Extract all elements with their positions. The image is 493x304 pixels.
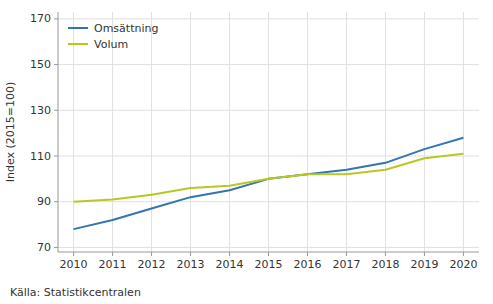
- y-tick-label: 90: [37, 195, 51, 208]
- series-line: [74, 154, 464, 202]
- legend-swatch: [68, 43, 88, 45]
- x-tick: [190, 252, 191, 256]
- y-tick: [54, 64, 58, 65]
- y-tick: [54, 110, 58, 111]
- grid-line-x: [268, 12, 269, 252]
- grid-line-x: [385, 12, 386, 252]
- y-tick-label: 170: [30, 12, 51, 25]
- source-note: Källa: Statistikcentralen: [10, 286, 141, 299]
- x-tick: [151, 252, 152, 256]
- grid-line-x: [190, 12, 191, 252]
- grid-line-x: [307, 12, 308, 252]
- x-tick: [385, 252, 386, 256]
- x-tick: [268, 252, 269, 256]
- grid-line-x: [424, 12, 425, 252]
- y-axis-label: Index (2015=100): [4, 82, 17, 183]
- grid-line-x: [346, 12, 347, 252]
- y-tick: [54, 156, 58, 157]
- y-axis-line: [58, 12, 59, 252]
- x-tick: [229, 252, 230, 256]
- grid-line-x: [463, 12, 464, 252]
- x-tick: [112, 252, 113, 256]
- grid: [58, 12, 479, 252]
- y-tick: [54, 201, 58, 202]
- x-tick: [346, 252, 347, 256]
- legend-label: Omsättning: [94, 22, 158, 35]
- y-tick-label: 150: [30, 58, 51, 71]
- legend-swatch: [68, 27, 88, 29]
- legend-label: Volum: [94, 38, 128, 51]
- series-line: [74, 138, 464, 229]
- x-tick-label: 2016: [293, 258, 321, 271]
- x-tick: [307, 252, 308, 256]
- x-tick-label: 2014: [216, 258, 244, 271]
- x-tick-label: 2013: [177, 258, 205, 271]
- y-tick-label: 70: [37, 241, 51, 254]
- y-tick-label: 110: [30, 150, 51, 163]
- x-tick: [73, 252, 74, 256]
- x-tick-label: 2010: [60, 258, 88, 271]
- grid-line-x: [151, 12, 152, 252]
- y-tick: [54, 18, 58, 19]
- x-tick-label: 2011: [99, 258, 127, 271]
- x-tick-label: 2017: [332, 258, 360, 271]
- grid-line-x: [229, 12, 230, 252]
- chart-svg: 2010 2011 2012 2013 2014 2015 2016 2017 2018 2019…: [0, 0, 493, 304]
- y-tick: [54, 247, 58, 248]
- y-tick-label: 130: [30, 104, 51, 117]
- axes: 2010 2011 2012 2013 2014 2015 2016 2017 2018 2019…: [4, 12, 477, 271]
- x-tick-label: 2018: [371, 258, 399, 271]
- x-tick-label: 2015: [255, 258, 283, 271]
- x-tick-label: 2020: [449, 258, 477, 271]
- x-tick: [463, 252, 464, 256]
- grid-line-x: [73, 12, 74, 252]
- legend: Omsättning Volum: [68, 22, 158, 51]
- x-tick-label: 2012: [138, 258, 166, 271]
- chart-container: 2010 2011 2012 2013 2014 2015 2016 2017 2018 2019…: [0, 0, 493, 304]
- x-tick: [424, 252, 425, 256]
- x-tick-label: 2019: [410, 258, 438, 271]
- plot-area: [74, 138, 464, 229]
